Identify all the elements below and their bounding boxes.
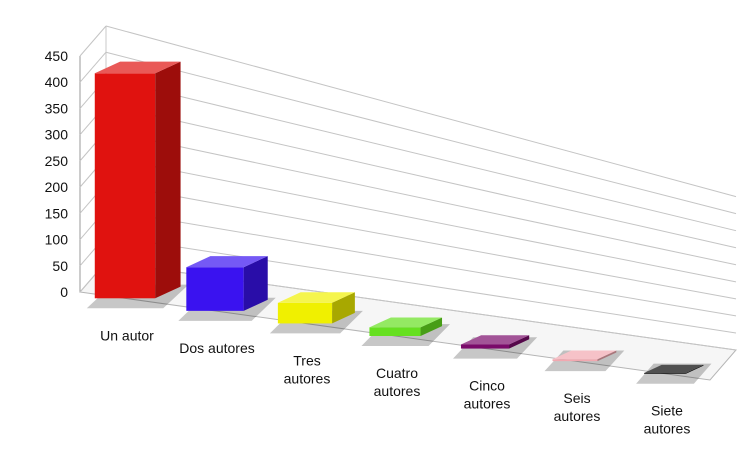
side-gridline xyxy=(79,51,107,83)
bar-front xyxy=(460,344,510,349)
y-tick-label: 100 xyxy=(45,232,69,248)
bar-1 xyxy=(86,61,189,309)
y-tick-label: 50 xyxy=(52,258,68,274)
x-category-label: Un autor xyxy=(100,327,154,343)
bar-top xyxy=(460,335,530,345)
x-category-label: Cuatro autores xyxy=(374,365,421,399)
bar-6 xyxy=(544,350,625,372)
gridline xyxy=(105,77,737,232)
gridline xyxy=(105,182,737,300)
bar-top xyxy=(186,256,268,268)
bar-2 xyxy=(178,256,276,321)
y-tick-label: 300 xyxy=(45,127,69,143)
bar-side xyxy=(243,256,268,311)
bar-side xyxy=(332,292,355,324)
gridline xyxy=(105,51,737,215)
y-tick-label: 450 xyxy=(45,48,69,64)
y-axis-tick-labels: 0 50 100 150 200 250 300 350 400 450 xyxy=(45,48,69,300)
bar-7 xyxy=(636,363,712,384)
bar-5 xyxy=(452,335,538,359)
gridline xyxy=(105,235,737,334)
gridline xyxy=(105,130,737,266)
bar-4 xyxy=(361,317,451,346)
bar-top xyxy=(644,364,704,374)
bar-front xyxy=(186,267,244,311)
bar-top xyxy=(369,317,443,328)
bar-side xyxy=(597,350,617,362)
x-category-label: Tres autores xyxy=(284,352,331,386)
bar-side xyxy=(155,61,181,299)
x-category-label: Dos autores xyxy=(179,340,254,356)
bar-side xyxy=(420,317,443,336)
y-tick-label: 200 xyxy=(45,179,69,195)
bar-front xyxy=(369,327,421,336)
gridline xyxy=(105,209,737,317)
gridline xyxy=(105,25,737,198)
x-category-label: Seis autores xyxy=(554,390,601,424)
bar-front xyxy=(277,302,333,324)
y-tick-label: 350 xyxy=(45,100,69,116)
y-tick-label: 250 xyxy=(45,153,69,169)
bar-side xyxy=(509,335,530,349)
x-category-label: Cinco autores xyxy=(464,378,511,412)
y-tick-label: 400 xyxy=(45,74,69,90)
bar-top xyxy=(552,350,617,360)
bar-top xyxy=(94,61,181,74)
side-gridline xyxy=(79,25,107,57)
gridline xyxy=(105,156,737,283)
bar-front xyxy=(552,359,598,362)
bars xyxy=(86,61,712,384)
y-tick-label: 150 xyxy=(45,205,69,221)
x-axis-category-labels: Un autor Dos autores Tres autores Cuatro auto… xyxy=(100,327,690,436)
gridline xyxy=(105,104,737,249)
bar-3 xyxy=(269,292,363,334)
bar-front xyxy=(644,373,686,374)
y-tick-label: 0 xyxy=(60,284,68,300)
x-category-label: Siete autores xyxy=(644,403,691,437)
bar-side xyxy=(685,364,704,374)
bar-front xyxy=(94,73,156,299)
bar-top xyxy=(277,292,355,303)
